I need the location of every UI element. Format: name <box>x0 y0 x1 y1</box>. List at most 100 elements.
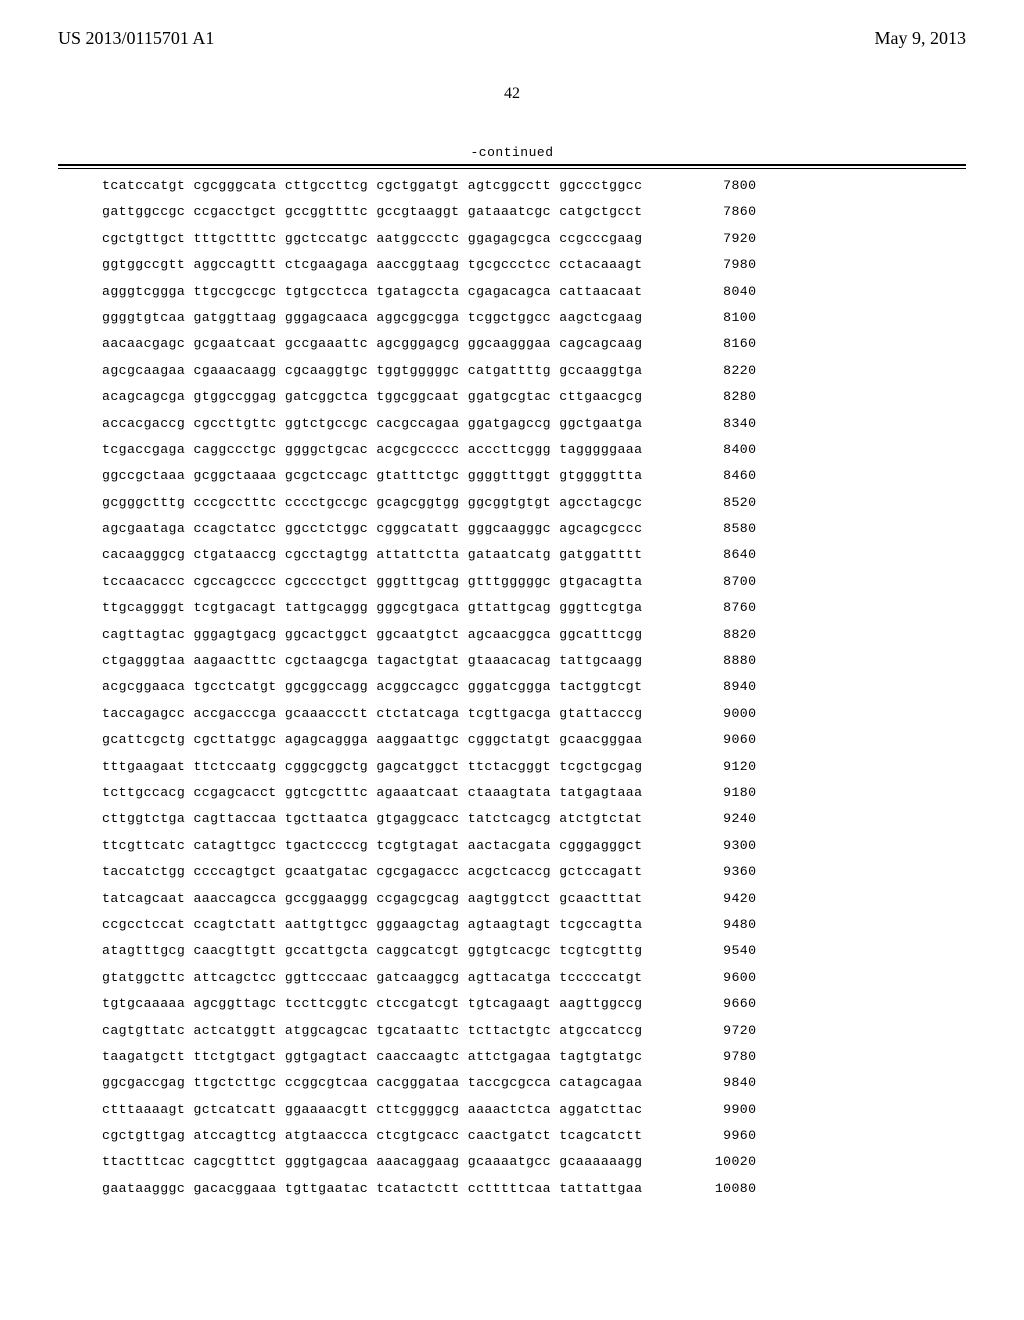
sequence-row: ggtggccgtt aggccagttt ctcgaagaga aaccggt… <box>102 258 1024 271</box>
sequence-row: agcgaataga ccagctatcc ggcctctggc cgggcat… <box>102 522 1024 535</box>
sequence-row: ctttaaaagt gctcatcatt ggaaaacgtt cttcggg… <box>102 1103 1024 1116</box>
sequence-position: 9360 <box>666 865 756 878</box>
sequence-row: gaataagggc gacacggaaa tgttgaatac tcatact… <box>102 1182 1024 1195</box>
sequence-chunks: gcgggctttg cccgcctttc cccctgccgc gcagcgg… <box>102 496 642 509</box>
sequence-row: tccaacaccc cgccagcccc cgcccctgct gggtttg… <box>102 575 1024 588</box>
sequence-chunks: tcttgccacg ccgagcacct ggtcgctttc agaaatc… <box>102 786 642 799</box>
sequence-chunks: gaataagggc gacacggaaa tgttgaatac tcatact… <box>102 1182 642 1195</box>
sequence-chunks: agcgcaagaa cgaaacaagg cgcaaggtgc tggtggg… <box>102 364 642 377</box>
page-header: US 2013/0115701 A1 May 9, 2013 <box>0 0 1024 49</box>
sequence-row: cagttagtac gggagtgacg ggcactggct ggcaatg… <box>102 628 1024 641</box>
sequence-chunks: gcattcgctg cgcttatggc agagcaggga aaggaat… <box>102 733 642 746</box>
sequence-position: 8760 <box>666 601 756 614</box>
sequence-chunks: tatcagcaat aaaccagcca gccggaaggg ccgagcg… <box>102 892 642 905</box>
sequence-row: taagatgctt ttctgtgact ggtgagtact caaccaa… <box>102 1050 1024 1063</box>
sequence-row: cgctgttgct tttgcttttc ggctccatgc aatggcc… <box>102 232 1024 245</box>
sequence-chunks: ctttaaaagt gctcatcatt ggaaaacgtt cttcggg… <box>102 1103 642 1116</box>
sequence-row: gcattcgctg cgcttatggc agagcaggga aaggaat… <box>102 733 1024 746</box>
sequence-row: taccatctgg ccccagtgct gcaatgatac cgcgaga… <box>102 865 1024 878</box>
sequence-chunks: taccagagcc accgacccga gcaaaccctt ctctatc… <box>102 707 642 720</box>
sequence-chunks: ttcgttcatc catagttgcc tgactccccg tcgtgta… <box>102 839 642 852</box>
rule-top <box>58 164 966 166</box>
sequence-chunks: taccatctgg ccccagtgct gcaatgatac cgcgaga… <box>102 865 642 878</box>
sequence-row: cagtgttatc actcatggtt atggcagcac tgcataa… <box>102 1024 1024 1037</box>
sequence-position: 9300 <box>666 839 756 852</box>
sequence-position: 8580 <box>666 522 756 535</box>
sequence-chunks: tcgaccgaga caggccctgc ggggctgcac acgcgcc… <box>102 443 642 456</box>
sequence-row: acgcggaaca tgcctcatgt ggcggccagg acggcca… <box>102 680 1024 693</box>
page-number: 42 <box>0 85 1024 103</box>
sequence-row: atagtttgcg caacgttgtt gccattgcta caggcat… <box>102 944 1024 957</box>
sequence-position: 9060 <box>666 733 756 746</box>
sequence-row: cgctgttgag atccagttcg atgtaaccca ctcgtgc… <box>102 1129 1024 1142</box>
sequence-position: 9660 <box>666 997 756 1010</box>
sequence-chunks: gattggccgc ccgacctgct gccggttttc gccgtaa… <box>102 205 642 218</box>
sequence-chunks: ggggtgtcaa gatggttaag gggagcaaca aggcggc… <box>102 311 642 324</box>
sequence-chunks: tgtgcaaaaa agcggttagc tccttcggtc ctccgat… <box>102 997 642 1010</box>
sequence-position: 9600 <box>666 971 756 984</box>
sequence-position: 8040 <box>666 285 756 298</box>
sequence-row: cacaagggcg ctgataaccg cgcctagtgg attattc… <box>102 548 1024 561</box>
sequence-position: 8520 <box>666 496 756 509</box>
sequence-row: tgtgcaaaaa agcggttagc tccttcggtc ctccgat… <box>102 997 1024 1010</box>
sequence-chunks: ggccgctaaa gcggctaaaa gcgctccagc gtatttc… <box>102 469 642 482</box>
sequence-position: 9420 <box>666 892 756 905</box>
sequence-position: 7800 <box>666 179 756 192</box>
sequence-position: 9240 <box>666 812 756 825</box>
sequence-position: 8460 <box>666 469 756 482</box>
sequence-row: gtatggcttc attcagctcc ggttcccaac gatcaag… <box>102 971 1024 984</box>
sequence-row: ttcgttcatc catagttgcc tgactccccg tcgtgta… <box>102 839 1024 852</box>
sequence-row: taccagagcc accgacccga gcaaaccctt ctctatc… <box>102 707 1024 720</box>
sequence-row: cttggtctga cagttaccaa tgcttaatca gtgaggc… <box>102 812 1024 825</box>
sequence-row: tcatccatgt cgcgggcata cttgccttcg cgctgga… <box>102 179 1024 192</box>
publication-number: US 2013/0115701 A1 <box>58 28 214 49</box>
sequence-position: 9960 <box>666 1129 756 1142</box>
sequence-chunks: ctgagggtaa aagaactttc cgctaagcga tagactg… <box>102 654 642 667</box>
sequence-chunks: accacgaccg cgccttgttc ggtctgccgc cacgcca… <box>102 417 642 430</box>
sequence-position: 8820 <box>666 628 756 641</box>
sequence-row: aacaacgagc gcgaatcaat gccgaaattc agcggga… <box>102 337 1024 350</box>
sequence-row: ggggtgtcaa gatggttaag gggagcaaca aggcggc… <box>102 311 1024 324</box>
sequence-chunks: acgcggaaca tgcctcatgt ggcggccagg acggcca… <box>102 680 642 693</box>
sequence-position: 9900 <box>666 1103 756 1116</box>
sequence-position: 8280 <box>666 390 756 403</box>
sequence-chunks: cgctgttgct tttgcttttc ggctccatgc aatggcc… <box>102 232 642 245</box>
sequence-chunks: cacaagggcg ctgataaccg cgcctagtgg attattc… <box>102 548 642 561</box>
sequence-row: accacgaccg cgccttgttc ggtctgccgc cacgcca… <box>102 417 1024 430</box>
sequence-chunks: tcatccatgt cgcgggcata cttgccttcg cgctgga… <box>102 179 642 192</box>
sequence-chunks: gtatggcttc attcagctcc ggttcccaac gatcaag… <box>102 971 642 984</box>
sequence-position: 8880 <box>666 654 756 667</box>
sequence-position: 8160 <box>666 337 756 350</box>
sequence-position: 10080 <box>666 1182 756 1195</box>
sequence-row: ttgcaggggt tcgtgacagt tattgcaggg gggcgtg… <box>102 601 1024 614</box>
sequence-position: 9780 <box>666 1050 756 1063</box>
sequence-position: 9180 <box>666 786 756 799</box>
sequence-position: 9840 <box>666 1076 756 1089</box>
publication-date: May 9, 2013 <box>875 28 967 49</box>
sequence-row: tatcagcaat aaaccagcca gccggaaggg ccgagcg… <box>102 892 1024 905</box>
sequence-chunks: cttggtctga cagttaccaa tgcttaatca gtgaggc… <box>102 812 642 825</box>
sequence-chunks: acagcagcga gtggccggag gatcggctca tggcggc… <box>102 390 642 403</box>
sequence-row: ggcgaccgag ttgctcttgc ccggcgtcaa cacggga… <box>102 1076 1024 1089</box>
sequence-row: ctgagggtaa aagaactttc cgctaagcga tagactg… <box>102 654 1024 667</box>
sequence-position: 9540 <box>666 944 756 957</box>
sequence-chunks: tttgaagaat ttctccaatg cgggcggctg gagcatg… <box>102 760 642 773</box>
sequence-position: 8400 <box>666 443 756 456</box>
sequence-chunks: ggtggccgtt aggccagttt ctcgaagaga aaccggt… <box>102 258 642 271</box>
sequence-chunks: ggcgaccgag ttgctcttgc ccggcgtcaa cacggga… <box>102 1076 642 1089</box>
sequence-position: 8940 <box>666 680 756 693</box>
sequence-row: tcgaccgaga caggccctgc ggggctgcac acgcgcc… <box>102 443 1024 456</box>
sequence-row: ggccgctaaa gcggctaaaa gcgctccagc gtatttc… <box>102 469 1024 482</box>
sequence-row: acagcagcga gtggccggag gatcggctca tggcggc… <box>102 390 1024 403</box>
sequence-position: 8700 <box>666 575 756 588</box>
sequence-position: 9480 <box>666 918 756 931</box>
sequence-position: 8100 <box>666 311 756 324</box>
sequence-position: 7980 <box>666 258 756 271</box>
sequence-chunks: ccgcctccat ccagtctatt aattgttgcc gggaagc… <box>102 918 642 931</box>
sequence-position: 10020 <box>666 1155 756 1168</box>
sequence-chunks: agcgaataga ccagctatcc ggcctctggc cgggcat… <box>102 522 642 535</box>
sequence-row: tcttgccacg ccgagcacct ggtcgctttc agaaatc… <box>102 786 1024 799</box>
sequence-chunks: ttactttcac cagcgtttct gggtgagcaa aaacagg… <box>102 1155 642 1168</box>
sequence-chunks: cgctgttgag atccagttcg atgtaaccca ctcgtgc… <box>102 1129 642 1142</box>
sequence-row: gcgggctttg cccgcctttc cccctgccgc gcagcgg… <box>102 496 1024 509</box>
